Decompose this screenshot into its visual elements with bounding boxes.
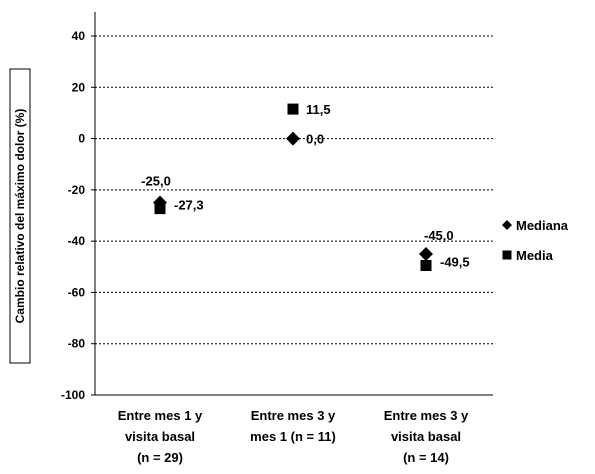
media-point	[421, 260, 432, 271]
gridlines	[91, 12, 493, 395]
legend-media-label: Media	[516, 248, 554, 263]
x-category-line: Entre mes 3 y	[384, 408, 469, 423]
data-label: -45,0	[424, 228, 454, 243]
y-axis-label: Cambio relativo del máximo dolor (%)	[13, 109, 27, 324]
legend-mediana-label: Mediana	[516, 218, 569, 233]
y-tick-labels: 40 20 0 -20 -40 -60 -80 -100	[61, 29, 85, 402]
y-tick-label: -20	[68, 183, 86, 197]
x-category-label: Entre mes 1 y visita basal (n = 29)	[118, 408, 203, 465]
x-category-line: mes 1 (n = 11)	[250, 429, 336, 444]
x-category-label: Entre mes 3 y mes 1 (n = 11)	[250, 408, 336, 444]
x-category-line: (n = 14)	[403, 450, 449, 465]
x-category-labels: Entre mes 1 y visita basal (n = 29)Entre m…	[118, 408, 469, 465]
x-category-label: Entre mes 3 y visita basal (n = 14)	[384, 408, 469, 465]
y-tick-label: 20	[72, 80, 86, 94]
y-tick-label: -80	[68, 337, 86, 351]
y-tick-label: -40	[68, 234, 86, 248]
x-category-line: Entre mes 3 y	[251, 408, 336, 423]
mediana-point	[419, 247, 433, 261]
x-category-line: visita basal	[125, 429, 195, 444]
mediana-point	[286, 132, 300, 146]
data-label: 11,5	[306, 102, 331, 117]
x-category-line: visita basal	[391, 429, 461, 444]
legend-mediana-marker	[502, 220, 512, 230]
y-tick-label: -60	[68, 285, 86, 299]
data-label: -27,3	[174, 198, 204, 213]
data-markers	[153, 104, 433, 271]
media-point	[288, 104, 299, 115]
x-category-line: Entre mes 1 y	[118, 408, 203, 423]
data-label: -49,5	[440, 255, 470, 270]
data-label: 0,0	[306, 132, 324, 147]
x-category-line: (n = 29)	[137, 450, 183, 465]
y-tick-label: 40	[72, 29, 86, 43]
y-tick-label: -100	[61, 388, 85, 402]
legend-media-marker	[503, 251, 512, 260]
y-axis-label-box: Cambio relativo del máximo dolor (%)	[10, 69, 30, 363]
data-label: -25,0	[141, 174, 171, 189]
y-tick-label: 0	[78, 132, 85, 146]
legend: Mediana Media	[502, 218, 569, 263]
data-labels: -25,0 0,0 -45,0 -27,3 11,5 -49,5	[141, 102, 469, 269]
y-axis-label-group: Cambio relativo del máximo dolor (%)	[10, 69, 30, 363]
